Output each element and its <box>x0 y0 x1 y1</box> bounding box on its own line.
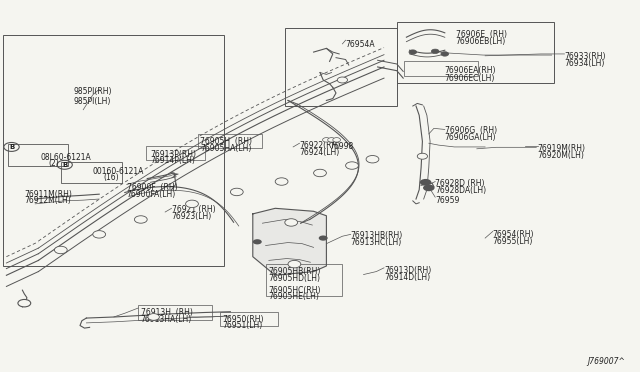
Text: 76954(RH): 76954(RH) <box>493 230 534 239</box>
Text: J769007^: J769007^ <box>587 357 625 366</box>
Text: 08L60-6121A: 08L60-6121A <box>40 153 91 161</box>
Bar <box>404 61 478 76</box>
Text: 76906E  (RH): 76906E (RH) <box>456 30 507 39</box>
Text: 76951(LH): 76951(LH) <box>223 321 263 330</box>
Text: B: B <box>9 144 14 150</box>
Text: 76900F  (RH): 76900F (RH) <box>127 183 177 192</box>
Circle shape <box>319 235 328 241</box>
Bar <box>285 28 397 106</box>
Text: 76933(RH): 76933(RH) <box>564 52 606 61</box>
Circle shape <box>134 216 147 223</box>
Circle shape <box>409 50 417 54</box>
Text: 76919M(RH): 76919M(RH) <box>538 144 586 153</box>
Bar <box>61 162 122 183</box>
Text: 985PI(RH): 985PI(RH) <box>74 87 112 96</box>
Bar <box>198 134 262 148</box>
Polygon shape <box>253 208 326 275</box>
Text: 76921 (RH): 76921 (RH) <box>172 205 215 214</box>
Text: 76912M(LH): 76912M(LH) <box>24 196 71 205</box>
Text: 76913P(RH): 76913P(RH) <box>150 150 196 158</box>
Text: 76955(LH): 76955(LH) <box>493 237 533 246</box>
Text: 76905H  (RH): 76905H (RH) <box>200 137 252 146</box>
Circle shape <box>441 52 449 56</box>
Bar <box>3 35 224 266</box>
Circle shape <box>366 155 379 163</box>
Circle shape <box>431 49 439 54</box>
Text: 76906EB(LH): 76906EB(LH) <box>456 37 506 46</box>
Text: 76924(LH): 76924(LH) <box>300 148 340 157</box>
Circle shape <box>346 162 358 169</box>
Text: 76959: 76959 <box>435 196 460 205</box>
Text: 76913HC(LH): 76913HC(LH) <box>351 238 402 247</box>
Text: 76914D(LH): 76914D(LH) <box>384 273 430 282</box>
Bar <box>8 144 68 166</box>
Text: 76900FA(LH): 76900FA(LH) <box>127 190 176 199</box>
Circle shape <box>337 77 348 83</box>
Circle shape <box>285 219 298 226</box>
Text: 76928DA(LH): 76928DA(LH) <box>435 186 486 195</box>
Text: 76998: 76998 <box>330 142 354 151</box>
Text: 76913H  (RH): 76913H (RH) <box>141 308 193 317</box>
Text: 76920M(LH): 76920M(LH) <box>538 151 584 160</box>
Text: 76905HB(RH): 76905HB(RH) <box>269 267 321 276</box>
Text: 00160-6121A: 00160-6121A <box>93 167 144 176</box>
Circle shape <box>328 138 335 142</box>
Bar <box>146 146 205 160</box>
Text: B: B <box>62 162 67 168</box>
Circle shape <box>18 299 31 307</box>
Text: 985PI(LH): 985PI(LH) <box>74 97 111 106</box>
Circle shape <box>323 138 330 142</box>
Text: 76905HD(LH): 76905HD(LH) <box>269 274 321 283</box>
Text: 76923(LH): 76923(LH) <box>172 212 212 221</box>
Bar <box>220 312 278 326</box>
Text: 76905HA(LH): 76905HA(LH) <box>200 144 252 153</box>
Text: 76913D(RH): 76913D(RH) <box>384 266 431 275</box>
Circle shape <box>148 314 159 320</box>
Bar <box>266 264 342 296</box>
Bar <box>397 22 554 83</box>
Text: 76906EC(LH): 76906EC(LH) <box>445 74 495 83</box>
Circle shape <box>333 138 340 142</box>
Text: 76905HE(LH): 76905HE(LH) <box>269 292 319 301</box>
Text: 76914P(LH): 76914P(LH) <box>150 156 195 165</box>
Circle shape <box>230 188 243 196</box>
Circle shape <box>423 185 435 191</box>
Circle shape <box>420 179 431 186</box>
Circle shape <box>314 169 326 177</box>
Text: 76906GA(LH): 76906GA(LH) <box>445 133 496 142</box>
Circle shape <box>93 231 106 238</box>
Text: 76913HA(LH): 76913HA(LH) <box>141 315 192 324</box>
Text: 76954A: 76954A <box>346 40 375 49</box>
Text: 76950(RH): 76950(RH) <box>223 315 264 324</box>
Circle shape <box>253 239 262 244</box>
Text: 76934(LH): 76934(LH) <box>564 59 605 68</box>
Circle shape <box>275 178 288 185</box>
Circle shape <box>186 200 198 208</box>
Bar <box>138 305 212 320</box>
Text: (16): (16) <box>104 173 119 182</box>
Text: 76922(RH): 76922(RH) <box>300 141 340 150</box>
Circle shape <box>288 260 301 268</box>
Text: 76928D (RH): 76928D (RH) <box>435 179 484 188</box>
Text: 76911M(RH): 76911M(RH) <box>24 190 72 199</box>
Text: 76905HC(RH): 76905HC(RH) <box>269 286 321 295</box>
Circle shape <box>54 246 67 254</box>
Text: 76906EA(RH): 76906EA(RH) <box>445 66 496 75</box>
Text: 76913HB(RH): 76913HB(RH) <box>351 231 403 240</box>
Text: (2): (2) <box>48 159 59 168</box>
Circle shape <box>417 153 428 159</box>
Text: 76906G  (RH): 76906G (RH) <box>445 126 497 135</box>
